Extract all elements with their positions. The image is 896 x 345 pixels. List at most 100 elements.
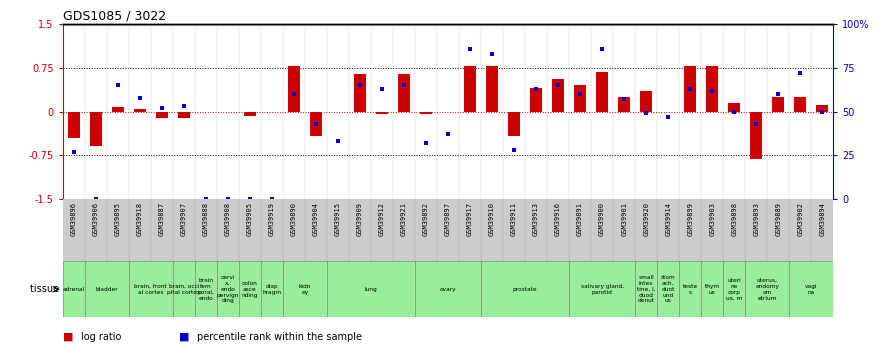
Text: GSM39921: GSM39921 — [401, 202, 407, 236]
Text: ■: ■ — [179, 332, 190, 342]
Text: prostate: prostate — [513, 287, 538, 292]
Bar — [420, 111, 432, 115]
Text: uterus,
endomy
om
etrium: uterus, endomy om etrium — [755, 278, 780, 300]
Text: thym
us: thym us — [704, 284, 719, 295]
Bar — [239, 261, 261, 317]
Bar — [685, 66, 696, 111]
Bar — [244, 111, 256, 116]
Text: GSM39898: GSM39898 — [731, 202, 737, 236]
Bar — [750, 111, 762, 159]
Bar — [156, 111, 168, 118]
Bar — [481, 261, 569, 317]
Bar — [723, 261, 745, 317]
Bar — [486, 66, 498, 111]
Text: GDS1085 / 3022: GDS1085 / 3022 — [63, 10, 166, 23]
Text: GSM39916: GSM39916 — [556, 202, 561, 236]
Bar — [640, 91, 652, 111]
Text: GSM39887: GSM39887 — [159, 202, 165, 236]
Bar — [464, 66, 476, 111]
Bar — [574, 85, 586, 111]
Bar — [217, 261, 239, 317]
Text: stom
ach,
duot
und
us: stom ach, duot und us — [660, 275, 676, 303]
Text: GSM39913: GSM39913 — [533, 202, 539, 236]
Text: colon
asce
nding: colon asce nding — [242, 281, 258, 298]
Bar — [789, 261, 833, 317]
Text: GSM39907: GSM39907 — [181, 202, 186, 236]
Text: GSM39894: GSM39894 — [819, 202, 825, 236]
Text: GSM39919: GSM39919 — [269, 202, 275, 236]
Bar — [530, 88, 542, 111]
Bar — [173, 261, 194, 317]
Text: GSM39893: GSM39893 — [754, 202, 759, 236]
Bar — [702, 261, 723, 317]
Text: adrenal: adrenal — [63, 287, 85, 292]
Bar — [794, 97, 806, 111]
Bar — [816, 105, 828, 111]
Text: bladder: bladder — [96, 287, 118, 292]
Text: GSM39903: GSM39903 — [710, 202, 715, 236]
Text: GSM39901: GSM39901 — [621, 202, 627, 236]
Text: GSM39888: GSM39888 — [202, 202, 209, 236]
Text: GSM39900: GSM39900 — [599, 202, 605, 236]
Bar — [569, 261, 635, 317]
Text: GSM39892: GSM39892 — [423, 202, 429, 236]
Text: GSM39890: GSM39890 — [291, 202, 297, 236]
Text: kidn
ey: kidn ey — [298, 284, 311, 295]
Bar — [376, 111, 388, 115]
Text: tissue: tissue — [30, 284, 63, 294]
Text: vagi
na: vagi na — [805, 284, 817, 295]
Bar — [63, 261, 85, 317]
Bar — [283, 261, 327, 317]
Bar — [85, 261, 129, 317]
Text: teste
s: teste s — [683, 284, 698, 295]
Text: GSM39909: GSM39909 — [357, 202, 363, 236]
Bar — [679, 261, 702, 317]
Text: uteri
ne
corp
us, m: uteri ne corp us, m — [726, 278, 743, 300]
Bar — [354, 73, 366, 111]
Bar — [657, 261, 679, 317]
Text: GSM39910: GSM39910 — [489, 202, 495, 236]
Bar — [134, 109, 146, 111]
Text: GSM39906: GSM39906 — [93, 202, 99, 236]
Text: GSM39902: GSM39902 — [797, 202, 803, 236]
Bar — [177, 111, 190, 118]
Bar — [728, 104, 740, 111]
Text: GSM39912: GSM39912 — [379, 202, 385, 236]
Text: GSM39891: GSM39891 — [577, 202, 583, 236]
Text: GSM39896: GSM39896 — [71, 202, 77, 236]
Bar — [310, 111, 322, 136]
Bar — [706, 66, 719, 111]
Bar — [745, 261, 789, 317]
Text: cervi
x,
endo
pervign
ding: cervi x, endo pervign ding — [217, 275, 239, 303]
Text: GSM39889: GSM39889 — [775, 202, 781, 236]
Text: GSM39914: GSM39914 — [665, 202, 671, 236]
Text: ovary: ovary — [440, 287, 456, 292]
Bar — [596, 72, 608, 111]
Text: GSM39911: GSM39911 — [511, 202, 517, 236]
Bar — [398, 73, 410, 111]
Text: percentile rank within the sample: percentile rank within the sample — [197, 332, 362, 342]
Text: GSM39920: GSM39920 — [643, 202, 649, 236]
Text: ■: ■ — [63, 332, 73, 342]
Text: GSM39899: GSM39899 — [687, 202, 694, 236]
Text: small
intes
tine, I,
duod
denut: small intes tine, I, duod denut — [637, 275, 656, 303]
Text: GSM39897: GSM39897 — [445, 202, 451, 236]
Text: diap
hragm: diap hragm — [263, 284, 281, 295]
Bar — [635, 261, 657, 317]
Bar — [618, 97, 630, 111]
Text: GSM39905: GSM39905 — [247, 202, 253, 236]
Text: GSM39908: GSM39908 — [225, 202, 231, 236]
Bar — [112, 107, 124, 111]
Text: GSM39918: GSM39918 — [137, 202, 142, 236]
Bar — [68, 111, 80, 138]
Text: GSM39895: GSM39895 — [115, 202, 121, 236]
Bar — [90, 111, 102, 146]
Bar — [415, 261, 481, 317]
Text: brain, front
al cortex: brain, front al cortex — [134, 284, 167, 295]
Text: brain
tem
poral,
endo: brain tem poral, endo — [197, 278, 214, 300]
Text: salivary gland,
parotid: salivary gland, parotid — [581, 284, 624, 295]
Bar — [194, 261, 217, 317]
Text: lung: lung — [365, 287, 377, 292]
Bar — [508, 111, 520, 136]
Text: GSM39915: GSM39915 — [335, 202, 340, 236]
